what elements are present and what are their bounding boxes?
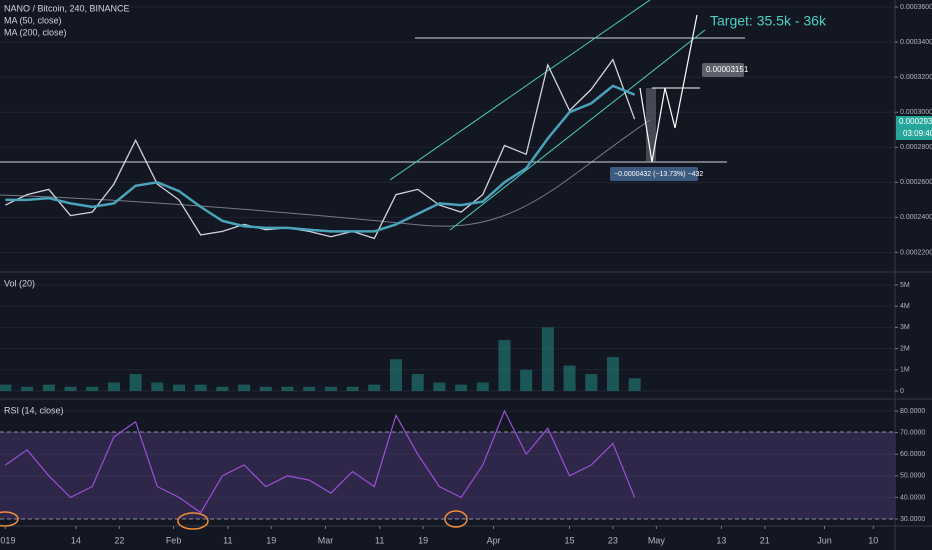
y-tick-label: 80.0000 (900, 408, 925, 415)
x-tick-label: 21 (760, 535, 770, 545)
volume-bar (389, 359, 402, 392)
y-tick-label: 0.0003200 (900, 74, 932, 81)
x-tick-label: 22 (114, 535, 124, 545)
x-tick-label: 23 (608, 535, 618, 545)
volume-bar (86, 386, 99, 392)
y-tick-label: 30.0000 (900, 516, 925, 523)
volume-bar (64, 386, 77, 392)
volume-bar (476, 382, 489, 392)
y-tick-label: 1M (900, 367, 910, 374)
volume-bar (151, 382, 164, 392)
volume-bar (107, 382, 120, 392)
y-tick-label: 2M (900, 345, 910, 352)
pane-title: RSI (14, close) (4, 405, 64, 415)
volume-bar (259, 386, 272, 392)
volume-bar (606, 357, 619, 392)
volume-bar (411, 374, 424, 392)
legend-entry: MA (200, close) (4, 27, 67, 37)
ma200 (0, 119, 651, 227)
series-line (5, 409, 636, 514)
volume-bar (21, 386, 34, 392)
volume-bar (194, 384, 207, 392)
x-tick-label: Mar (318, 535, 334, 545)
volume-bar (324, 386, 337, 392)
last-price: 0.0002934 (899, 117, 932, 126)
series-line (5, 58, 636, 240)
pane-title: Vol (20) (4, 278, 35, 288)
y-tick-label: 0.0002600 (900, 179, 932, 186)
x-tick-label: Jun (817, 535, 832, 545)
title: NANO / Bitcoin, 240, BINANCE (4, 3, 130, 13)
y-tick-label: 0.0002800 (900, 144, 932, 151)
volume-bar (498, 340, 511, 392)
y-tick-label: 4M (900, 303, 910, 310)
volume-bar (0, 384, 12, 392)
rsi-band (0, 432, 895, 519)
x-tick-label: 11 (375, 535, 384, 545)
series-line (5, 84, 636, 233)
y-tick-label: 0.0003000 (900, 109, 932, 116)
volume-bar (346, 386, 359, 392)
volume-bar (216, 386, 229, 392)
channel-line (449, 29, 706, 231)
volume-bar (563, 365, 576, 392)
price-label: 0.00003151 (706, 65, 749, 74)
y-tick-label: 60.0000 (900, 451, 925, 458)
y-tick-label: 0.0003400 (900, 39, 932, 46)
volume-bar (433, 382, 446, 392)
volume-bar (541, 327, 554, 392)
x-tick-label: 2019 (0, 535, 15, 545)
volume-bar (520, 369, 533, 392)
label-box (702, 63, 744, 77)
volume-bar (303, 386, 316, 392)
countdown: 03:09:40 (903, 129, 932, 138)
volume-bar (173, 384, 185, 392)
x-tick-label: 13 (716, 535, 726, 545)
y-tick-label: 0.0002200 (900, 249, 932, 256)
x-tick-label: 19 (266, 535, 276, 545)
volume-bar (455, 384, 468, 392)
x-tick-label: 19 (418, 535, 428, 545)
y-tick-label: 40.0000 (900, 494, 925, 501)
x-tick-label: 10 (868, 535, 878, 545)
volume-bar (281, 386, 294, 392)
volume-bar (368, 384, 381, 392)
highlight (177, 512, 209, 530)
measure-label: −0.0000432 (−13.73%) −432 (614, 171, 703, 178)
y-tick-label: 0.0002400 (900, 214, 932, 221)
volume-bar (238, 384, 251, 392)
y-tick-label: 0 (900, 388, 904, 395)
y-tick-label: 70.0000 (900, 429, 925, 436)
volume-bar (585, 374, 598, 392)
y-tick-label: 3M (900, 324, 910, 331)
channel-line (389, 0, 651, 181)
x-tick-label: 15 (565, 535, 575, 545)
x-tick-label: 11 (223, 535, 232, 545)
highlight (444, 510, 468, 528)
label-box (610, 167, 698, 181)
volume-bar (129, 374, 142, 392)
x-tick-label: May (648, 535, 666, 545)
measure (646, 88, 656, 162)
y-tick-label: 0.0003600 (900, 4, 932, 11)
volume-bar (42, 384, 55, 392)
x-tick-label: 14 (71, 535, 81, 545)
y-tick-label: 50.0000 (900, 473, 925, 480)
legend-entry: MA (50, close) (4, 15, 62, 25)
x-tick-label: Feb (166, 535, 182, 545)
last-price-box (896, 116, 932, 140)
target-text: Target: 35.5k - 36k (710, 13, 827, 29)
y-tick-label: 5M (900, 282, 910, 289)
x-tick-label: Apr (487, 535, 501, 545)
volume-bar (628, 378, 641, 392)
